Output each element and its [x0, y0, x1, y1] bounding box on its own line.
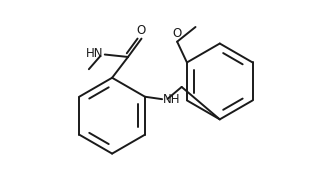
- Text: O: O: [173, 27, 182, 40]
- Text: NH: NH: [163, 93, 181, 106]
- Text: HN: HN: [86, 47, 104, 60]
- Text: O: O: [137, 24, 146, 37]
